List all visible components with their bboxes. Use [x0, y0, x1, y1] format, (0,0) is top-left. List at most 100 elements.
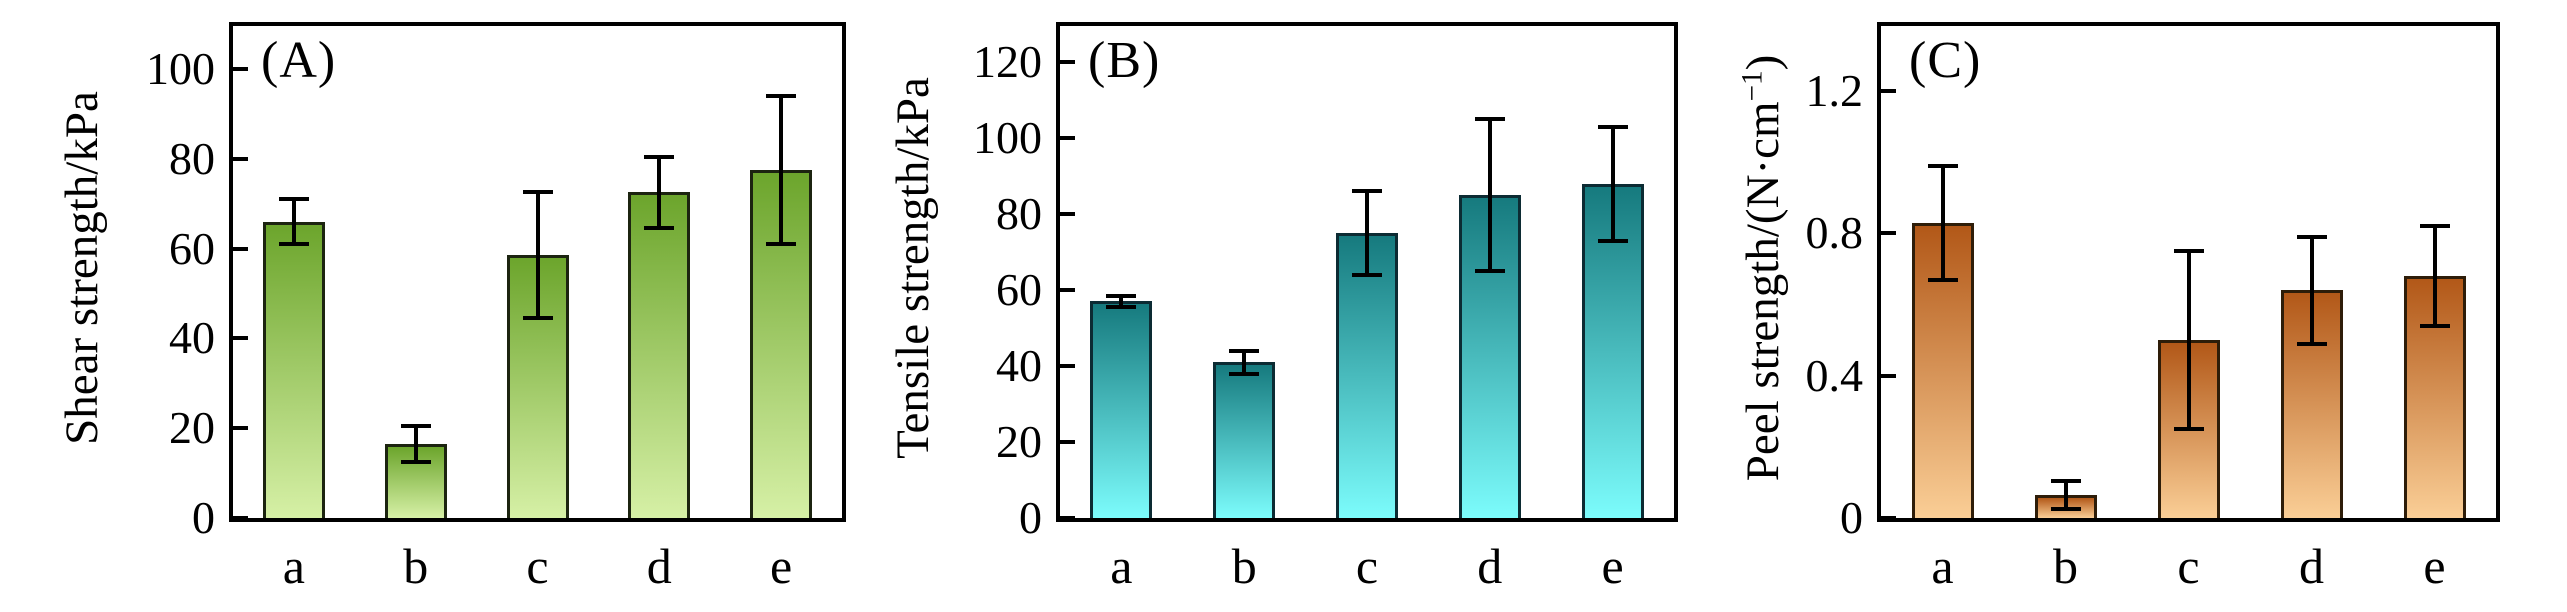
x-category-label-b: b [403, 538, 429, 594]
bar-d [628, 192, 691, 518]
plot-area-b: (B) 0 20 40 60 80 100 120 a b c d e [973, 22, 1678, 594]
y-axis-tick [1881, 373, 1896, 378]
y-axis-label-tensile: Tensile strength/kPa [887, 77, 939, 459]
x-category-label-c: c [1355, 538, 1379, 594]
error-cap-bottom-a [1927, 277, 1958, 282]
error-cap-bottom-c [522, 316, 553, 321]
error-cap-bottom-b [1229, 371, 1260, 376]
y-axis-tick-label: 0.8 [1805, 207, 1864, 259]
bar-a [262, 221, 325, 518]
y-axis-tick [1881, 89, 1896, 93]
panel-letter-a: (A) [261, 32, 337, 89]
error-bar-d [2309, 236, 2314, 344]
error-cap-bottom-d [2296, 341, 2327, 346]
y-axis-tick-label: 80 [996, 188, 1042, 239]
error-bar-c [1365, 191, 1369, 275]
panel-letter-c: (C) [1909, 32, 1982, 89]
bar-c [1336, 233, 1398, 518]
bar-e [750, 170, 813, 518]
y-axis-tick [233, 67, 248, 71]
bar-e [1581, 183, 1644, 518]
x-category-label-c: c [2177, 538, 2200, 594]
y-axis-tick-label: 80 [169, 132, 215, 184]
error-cap-bottom-b [400, 459, 431, 464]
error-bar-d [1487, 119, 1492, 271]
y-axis-tick-label: 1.2 [1805, 65, 1864, 116]
error-bar-a [1119, 295, 1124, 308]
error-cap-top-b [1229, 348, 1260, 353]
error-cap-bottom-b [2050, 507, 2081, 512]
x-category-label-e: e [769, 538, 793, 594]
error-cap-top-a [1106, 293, 1137, 298]
y-axis-tick [1881, 516, 1896, 520]
x-category-label-d: d [1477, 538, 1503, 594]
y-axis-tick [1060, 364, 1075, 368]
error-cap-top-d [1474, 117, 1505, 121]
error-bar-b [1242, 350, 1247, 374]
error-bar-c [2186, 251, 2191, 430]
x-category-label-d: d [646, 538, 672, 594]
y-axis-label-peel: Peel strength/(N·cm−1) [1736, 54, 1789, 482]
y-axis-tick [1060, 136, 1075, 140]
error-bar-c [535, 192, 540, 319]
error-cap-top-a [278, 197, 309, 202]
error-cap-top-e [2419, 224, 2450, 229]
bar-e [2403, 276, 2466, 518]
error-cap-top-a [1927, 163, 1958, 168]
error-cap-bottom-e [2419, 323, 2450, 328]
y-axis-tick [233, 426, 248, 431]
x-category-label-a: a [282, 538, 305, 594]
error-cap-top-b [400, 423, 431, 428]
y-axis-tick-label: 20 [996, 416, 1042, 467]
y-axis-tick-label: 60 [996, 264, 1042, 315]
error-cap-top-b [2050, 478, 2081, 483]
y-axis-tick [1060, 516, 1075, 520]
error-bar-a [1940, 165, 1945, 280]
y-axis-tick-label: 20 [169, 402, 215, 454]
error-cap-top-e [1597, 124, 1628, 129]
y-axis-tick-label: 40 [169, 312, 215, 364]
error-cap-bottom-a [278, 242, 309, 247]
bar-b [384, 443, 447, 518]
error-cap-top-c [2173, 249, 2204, 254]
x-category-label-b: b [1231, 538, 1257, 594]
y-axis-tick-label: 60 [169, 222, 215, 274]
y-axis-tick-label: 0.4 [1805, 349, 1864, 401]
error-cap-top-c [522, 190, 553, 195]
error-cap-bottom-c [1352, 272, 1382, 277]
y-axis-tick [1060, 288, 1075, 292]
error-cap-bottom-a [1106, 305, 1137, 310]
y-axis-tick-label: 0 [1019, 492, 1042, 543]
plot-area-a: (A) 0 20 40 60 80 100 a b c d e [146, 22, 846, 594]
y-axis-tick [233, 336, 248, 341]
y-axis-label-shear: Shear strength/kPa [56, 91, 108, 445]
error-bar-e [1610, 126, 1615, 241]
bar-d [2280, 290, 2343, 518]
error-cap-top-d [644, 154, 675, 159]
error-bar-d [657, 156, 662, 229]
error-cap-top-d [2296, 234, 2327, 239]
y-axis-tick [233, 516, 248, 520]
y-axis-tick-label: 120 [973, 36, 1042, 87]
x-category-label-d: d [2299, 538, 2324, 594]
x-category-label-c: c [526, 538, 549, 594]
y-axis-tick-label: 0 [192, 492, 215, 543]
error-bar-b [2063, 480, 2068, 510]
y-axis-tick [1060, 60, 1075, 64]
y-axis-tick [233, 156, 248, 161]
plot-area-c: (C) 0 0.4 0.8 1.2 a b c d e [1806, 22, 2500, 594]
y-axis-tick-label: 0 [1840, 492, 1863, 543]
error-cap-bottom-d [644, 226, 675, 231]
error-bar-e [779, 95, 784, 245]
bar-c [2157, 340, 2220, 518]
panel-letter-b: (B) [1088, 32, 1161, 89]
x-category-label-e: e [2423, 538, 2446, 594]
y-axis-tick-label: 100 [146, 43, 215, 94]
y-axis-tick [1060, 212, 1075, 216]
error-cap-bottom-e [766, 242, 797, 247]
y-axis-tick-label: 100 [973, 112, 1042, 163]
